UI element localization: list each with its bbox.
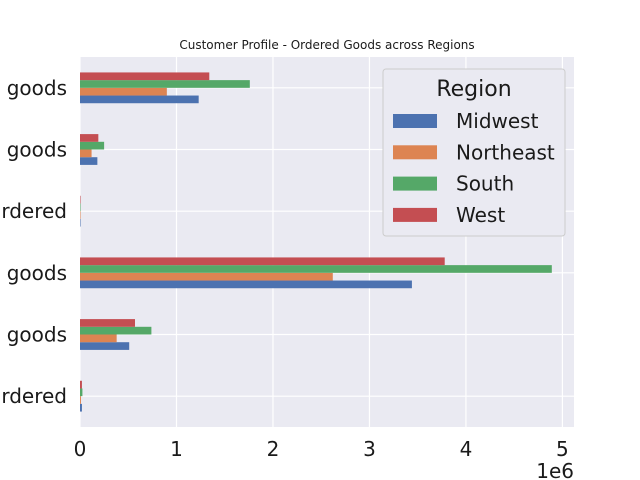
bar-northeast: [80, 211, 81, 219]
legend-items: Midwest Northeast South West: [393, 109, 555, 227]
x-tick-labels: 0 1 2 3 4 5: [74, 437, 569, 461]
bar-west: [80, 195, 81, 204]
bar-midwest: [80, 280, 412, 289]
bar-northeast: [80, 396, 81, 404]
legend-swatch-northeast: [393, 145, 437, 160]
x-offset-text: 1e6: [536, 459, 574, 480]
legend: Region Midwest Northeast South West: [382, 68, 566, 237]
legend-label: South: [456, 172, 514, 196]
bar-south: [80, 388, 83, 397]
x-tick-label: 1: [170, 437, 183, 461]
bar-midwest: [80, 157, 98, 165]
bar-midwest: [80, 218, 81, 227]
bar-south: [80, 141, 105, 150]
bar-west: [80, 319, 135, 327]
legend-swatch-west: [393, 207, 437, 222]
bar-west: [80, 134, 99, 142]
bar-midwest: [80, 95, 199, 104]
legend-label: West: [456, 203, 505, 227]
y-tick-label: goods: [7, 261, 67, 285]
y-tick-label: rdered: [1, 384, 67, 408]
bar-midwest: [80, 342, 130, 350]
bar-south: [80, 80, 250, 88]
legend-swatch-midwest: [393, 114, 437, 128]
x-tick-label: 3: [363, 437, 376, 461]
bar-west: [80, 380, 82, 389]
y-tick-label: goods: [7, 323, 67, 347]
bar-northeast: [80, 87, 167, 96]
chart-title: Customer Profile - Ordered Goods across …: [179, 38, 474, 52]
bars: [80, 72, 552, 412]
y-tick-labels: rdered goods goods rdered goods goods: [1, 76, 67, 408]
y-tick-label: goods: [7, 76, 67, 100]
x-tick-label: 4: [460, 437, 473, 461]
legend-swatch-south: [393, 176, 437, 191]
legend-box: [382, 68, 566, 237]
bar-west: [80, 72, 210, 81]
y-tick-label: goods: [7, 138, 67, 162]
bar-northeast: [80, 149, 92, 158]
y-tick-label: rdered: [1, 199, 67, 223]
bar-northeast: [80, 334, 117, 343]
bar-south: [80, 203, 81, 212]
legend-label: Midwest: [456, 109, 539, 133]
bar-south: [80, 265, 552, 273]
bar-south: [80, 326, 152, 335]
x-tick-label: 0: [74, 437, 87, 461]
bar-west: [80, 257, 445, 266]
legend-title: Region: [436, 77, 511, 102]
x-tick-label: 5: [556, 437, 569, 461]
bar-northeast: [80, 272, 333, 281]
legend-label: Northeast: [456, 140, 555, 164]
x-tick-label: 2: [267, 437, 280, 461]
bar-midwest: [80, 403, 82, 412]
